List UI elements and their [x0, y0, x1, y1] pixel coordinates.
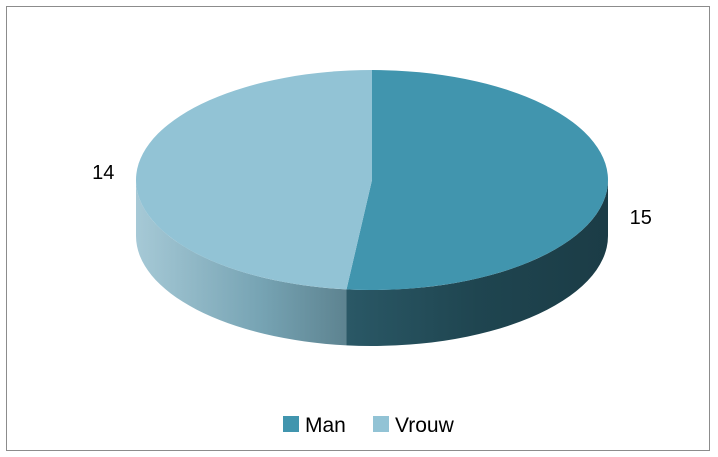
slice-vrouw — [136, 70, 372, 290]
legend-swatch-vrouw — [373, 416, 389, 432]
data-label-vrouw: 14 — [92, 162, 114, 184]
legend-label-vrouw: Vrouw — [395, 414, 455, 437]
slice-side-vrouw — [136, 180, 347, 346]
legend-label-man: Man — [305, 414, 346, 437]
slice-side-man — [346, 180, 608, 346]
legend-swatch-man — [283, 416, 299, 432]
legend: Man Vrouw — [283, 414, 455, 437]
slice-man — [346, 70, 609, 290]
data-label-man: 15 — [630, 207, 652, 229]
